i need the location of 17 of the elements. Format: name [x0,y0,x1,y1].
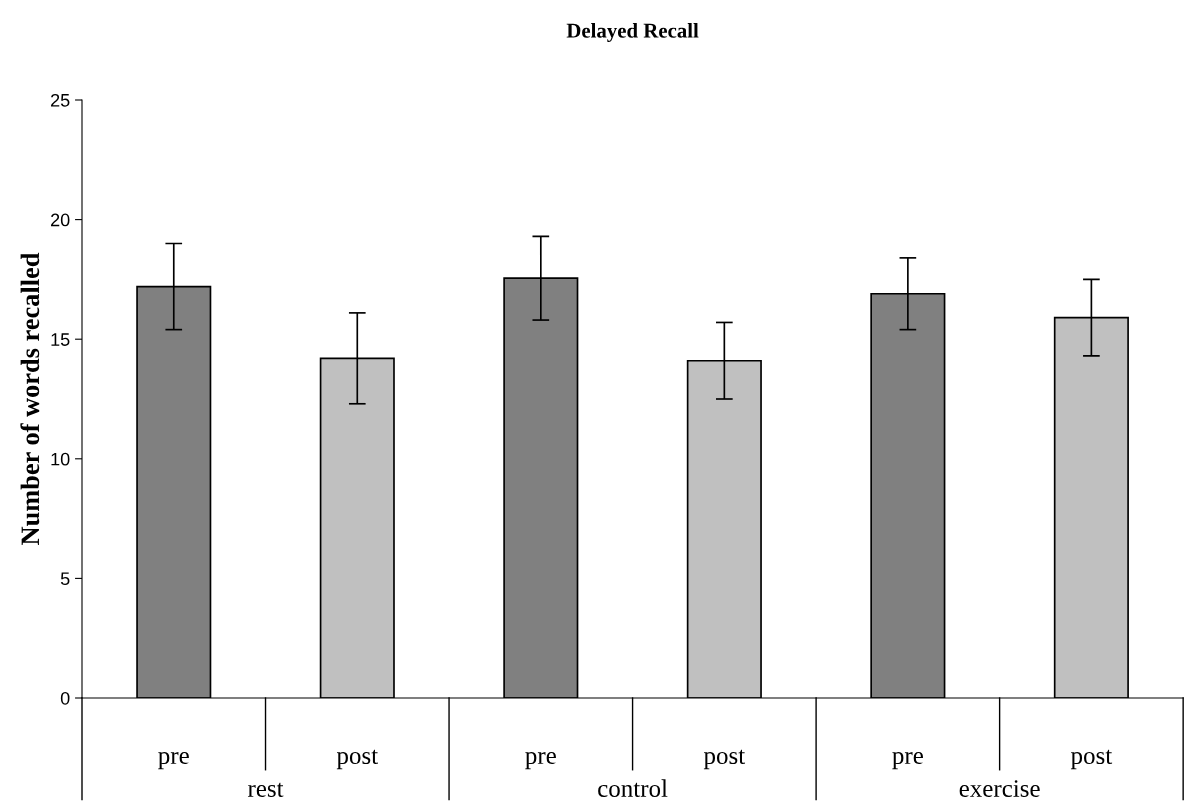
x-tick-label: post [1070,749,1113,770]
x-tick-label: pre [158,752,189,770]
x-tick-label: pre [892,752,923,770]
x-tick-label: post [336,749,378,770]
y-axis-title: Number of words recalled [20,252,40,545]
y-tick-label: 20 [51,213,70,227]
x-tick-label: pre [525,752,556,770]
chart-title: Delayed Recall [566,23,699,42]
x-tick-label: post [703,749,746,770]
y-tick-label: 0 [60,691,70,705]
text: control [598,779,668,797]
y-tick-label: 15 [51,333,70,346]
text: rest [247,782,284,797]
y-tick-label: 10 [51,452,70,466]
y-tick-label: 5 [60,572,70,586]
y-tick-label: 25 [51,93,70,107]
text: exercise [959,780,1040,797]
